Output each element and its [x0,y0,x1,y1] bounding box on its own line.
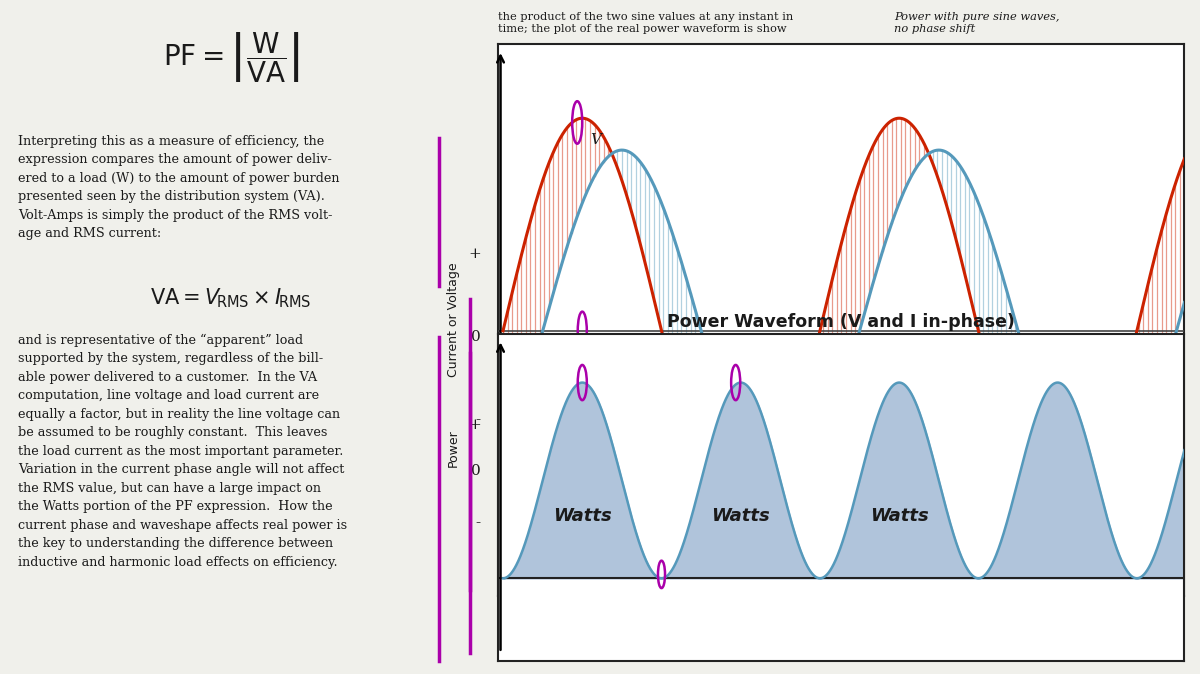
Text: Interpreting this as a measure of efficiency, the
expression compares the amount: Interpreting this as a measure of effici… [18,135,340,241]
Text: Watts: Watts [553,507,612,524]
Text: +: + [468,247,481,261]
Text: Watts: Watts [870,507,929,524]
Text: the product of the two sine values at any instant in
time; the plot of the real : the product of the two sine values at an… [498,12,793,34]
Text: Watts: Watts [712,507,770,524]
Text: Time: Time [863,559,901,573]
Text: $\mathrm{VA} = V_{\!\mathrm{RMS}} \times I_{\!\mathrm{RMS}}$: $\mathrm{VA} = V_{\!\mathrm{RMS}} \times… [150,286,312,310]
Text: 0: 0 [472,464,481,478]
Text: $\mathrm{PF} = \left|\dfrac{\mathrm{W}}{\mathrm{VA}}\right|$: $\mathrm{PF} = \left|\dfrac{\mathrm{W}}{… [163,30,299,85]
Text: Current or Voltage: Current or Voltage [446,263,460,377]
Text: -: - [475,516,481,530]
Text: Power: Power [446,429,460,467]
Text: -: - [475,412,481,427]
Text: +: + [468,418,481,432]
Text: I: I [899,473,905,487]
Text: V: V [590,133,601,147]
Text: and is representative of the “apparent” load
supported by the system, regardless: and is representative of the “apparent” … [18,334,348,569]
Text: Power with pure sine waves,
no phase shift: Power with pure sine waves, no phase shi… [894,12,1060,34]
Text: 0: 0 [472,330,481,344]
Title: Power Waveform (V and I in-phase): Power Waveform (V and I in-phase) [667,313,1015,331]
